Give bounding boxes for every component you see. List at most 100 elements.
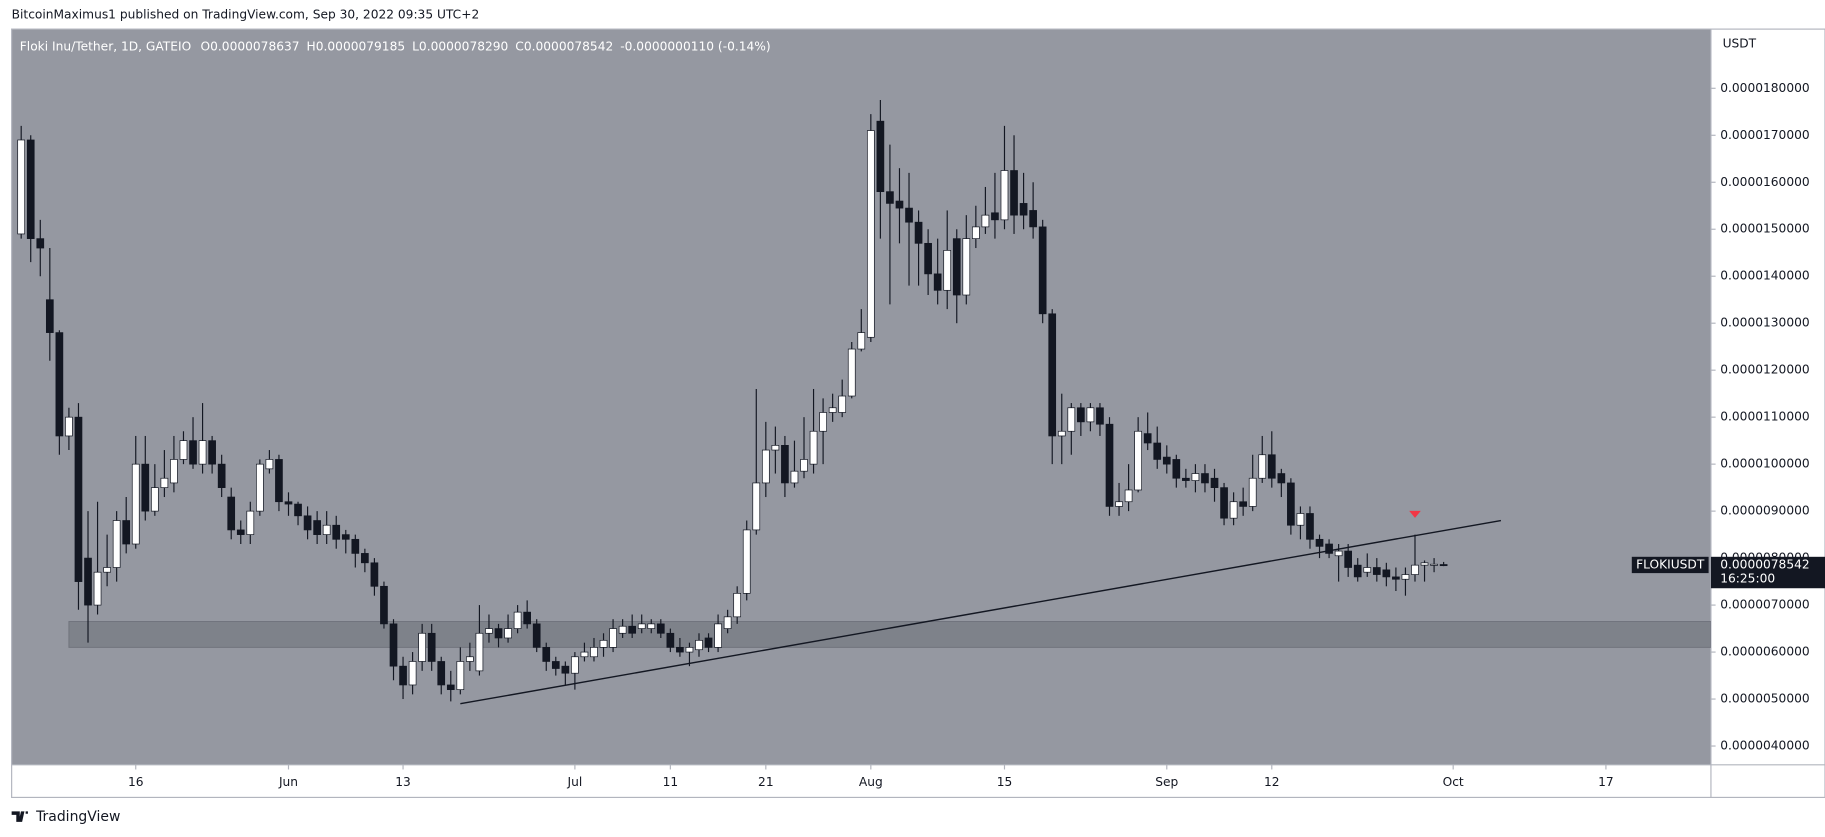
candle-body bbox=[1315, 538, 1324, 547]
candle-body bbox=[972, 226, 980, 239]
candle-body bbox=[1420, 562, 1429, 566]
candle-body bbox=[618, 625, 627, 634]
candle-body bbox=[74, 416, 83, 582]
candle-body bbox=[150, 487, 159, 512]
y-tick-label: 0.0000060000 bbox=[1720, 645, 1809, 659]
y-tick-label: 0.0000120000 bbox=[1720, 363, 1809, 377]
candle-body bbox=[647, 623, 656, 629]
symbol-label: FLOKIUSDT bbox=[1636, 557, 1705, 571]
candle-body bbox=[742, 529, 751, 594]
candle-body bbox=[1430, 563, 1438, 566]
candle-body bbox=[170, 459, 178, 484]
candle-body bbox=[943, 250, 952, 291]
candle-body bbox=[17, 139, 26, 235]
candle-body bbox=[914, 221, 923, 244]
y-tick-label: 0.0000110000 bbox=[1720, 410, 1809, 424]
y-tick-label: 0.0000070000 bbox=[1720, 598, 1809, 612]
candle-body bbox=[1000, 170, 1009, 221]
legend: Floki Inu/Tether, 1D, GATEIO O0.000007863… bbox=[20, 39, 771, 53]
candle-body bbox=[427, 632, 436, 662]
candle-body bbox=[1411, 564, 1419, 575]
candle-body bbox=[1201, 473, 1209, 484]
candle-body bbox=[991, 212, 999, 221]
candle-body bbox=[103, 567, 111, 573]
last-price-label: 0.0000078542 bbox=[1720, 557, 1809, 571]
candle-body bbox=[1115, 501, 1123, 507]
candle-body bbox=[628, 625, 637, 634]
candle-body bbox=[446, 684, 455, 691]
candle-body bbox=[1172, 459, 1181, 479]
candle-body bbox=[1306, 513, 1314, 540]
publisher: BitcoinMaximus1 published on TradingView… bbox=[12, 8, 480, 22]
candle-body bbox=[1182, 477, 1190, 481]
candle-body bbox=[571, 656, 579, 674]
candle-body bbox=[1038, 226, 1047, 315]
candle-body bbox=[1344, 550, 1353, 568]
candle-body bbox=[781, 445, 789, 484]
legend-value: 0.0000078542 bbox=[524, 39, 613, 53]
candle-body bbox=[1124, 489, 1133, 503]
candle-body bbox=[714, 623, 722, 648]
candle-body bbox=[265, 459, 274, 470]
y-tick-label: 0.0000150000 bbox=[1720, 222, 1809, 236]
candle-body bbox=[485, 628, 493, 634]
candle-body bbox=[886, 191, 894, 204]
symbol-box bbox=[1631, 556, 1709, 574]
candle-body bbox=[809, 430, 818, 465]
candle-body bbox=[1439, 564, 1448, 567]
candle-body bbox=[65, 416, 73, 437]
footer: TradingView bbox=[35, 809, 120, 825]
candle-body bbox=[1267, 454, 1276, 479]
y-axis-label: USDT bbox=[1723, 37, 1757, 51]
candle-body bbox=[275, 459, 283, 503]
candle-body bbox=[1191, 473, 1200, 481]
candle-body bbox=[351, 538, 360, 554]
candle-body bbox=[408, 661, 417, 686]
candle-body bbox=[389, 623, 398, 667]
frame bbox=[11, 28, 1825, 799]
candle-body bbox=[332, 524, 341, 540]
candle-body bbox=[160, 477, 169, 488]
candle-body bbox=[256, 463, 264, 512]
candle-body bbox=[1134, 430, 1142, 491]
candle-body bbox=[933, 273, 942, 291]
x-tick-label: Jul bbox=[567, 775, 583, 789]
legend-key: L bbox=[412, 39, 419, 53]
candle-body bbox=[723, 616, 732, 629]
y-tick-label: 0.0000040000 bbox=[1720, 739, 1809, 753]
candle-body bbox=[1353, 564, 1362, 578]
candle-body bbox=[704, 637, 713, 648]
candle-body bbox=[1048, 313, 1057, 437]
candle-body bbox=[1210, 477, 1219, 488]
candle-body bbox=[656, 623, 665, 634]
candle-body bbox=[131, 463, 140, 545]
candle-body bbox=[504, 628, 512, 639]
candle-body bbox=[217, 463, 226, 488]
candle-body bbox=[1248, 477, 1257, 507]
plot bbox=[17, 100, 1711, 705]
candle-body bbox=[962, 238, 971, 296]
candle-body bbox=[599, 639, 608, 648]
candle-body bbox=[341, 534, 350, 540]
candle-body bbox=[513, 611, 522, 629]
x-tick-label: Sep bbox=[1155, 775, 1178, 789]
candle-body bbox=[1277, 473, 1286, 484]
countdown: 16:25:00 bbox=[1720, 571, 1775, 585]
legend-change: -0.0000000110 (-0.14%) bbox=[620, 39, 770, 53]
legend-key: C bbox=[515, 39, 524, 53]
x-tick-label: Aug bbox=[859, 775, 883, 789]
candle-body bbox=[1239, 501, 1247, 507]
y-tick-label: 0.0000130000 bbox=[1720, 316, 1809, 330]
candle-body bbox=[523, 611, 531, 625]
last-price-box bbox=[1710, 556, 1825, 589]
candle-body bbox=[208, 440, 216, 465]
candle-body bbox=[1019, 203, 1028, 216]
candle-body bbox=[1401, 574, 1410, 580]
candle-body bbox=[26, 139, 35, 239]
x-tick-label: 15 bbox=[997, 775, 1013, 789]
candle-body bbox=[1057, 430, 1066, 437]
x-tick-label: 13 bbox=[395, 775, 411, 789]
candle-body bbox=[179, 440, 188, 460]
candle-body bbox=[695, 639, 703, 651]
